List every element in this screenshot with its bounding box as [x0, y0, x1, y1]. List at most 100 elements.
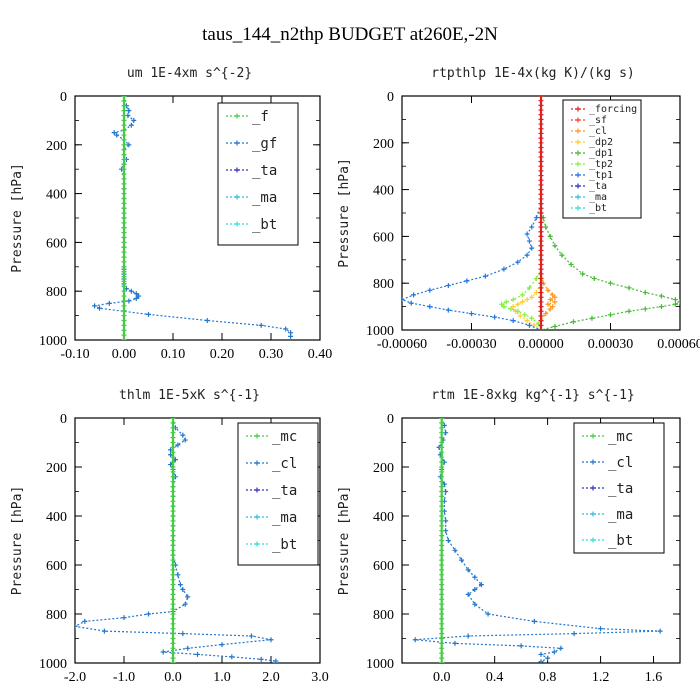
data-point [106, 300, 112, 306]
data-point [547, 306, 553, 312]
data-point [538, 322, 544, 328]
data-point [445, 283, 451, 289]
data-point [180, 432, 186, 438]
data-point [538, 261, 544, 267]
series-forcing [538, 96, 544, 330]
data-point [128, 288, 134, 294]
data-point [439, 508, 445, 514]
x-tick-label: -0.00030 [446, 337, 496, 352]
data-point [121, 220, 127, 226]
data-point [522, 312, 528, 318]
data-point [439, 636, 445, 641]
legend-marker [254, 514, 260, 520]
data-point [439, 547, 445, 553]
data-point [439, 498, 445, 504]
data-point [126, 108, 132, 114]
data-point [170, 577, 176, 583]
data-point [170, 552, 176, 558]
data-point [591, 276, 597, 282]
data-point [538, 107, 544, 113]
y-tick-label: 600 [46, 236, 67, 251]
panel-4: rtm 1E-8xkg kg^{-1} s^{-1} Pressure [hPa]… [337, 388, 681, 685]
data-point [439, 469, 445, 475]
panel-2: rtpthlp 1E-4x(kg K)/(kg s) Pressure [hPa]… [337, 66, 700, 352]
data-point [170, 435, 176, 441]
legend-marker [575, 183, 581, 189]
data-point [273, 660, 279, 663]
data-point [170, 640, 176, 646]
data-point [538, 163, 544, 169]
legend-marker [575, 172, 581, 178]
data-point [538, 290, 544, 296]
y-tick-label: 600 [46, 559, 67, 574]
data-point [439, 611, 445, 617]
data-point [552, 243, 558, 249]
data-point [182, 601, 188, 607]
data-point [538, 659, 544, 663]
data-point [439, 601, 445, 607]
data-point [170, 596, 176, 602]
y-tick-label: 200 [373, 137, 394, 152]
data-point [538, 252, 544, 258]
legend-label: _bt [272, 537, 297, 553]
data-point [439, 660, 445, 663]
legend-marker [234, 113, 240, 119]
data-point [121, 288, 127, 294]
data-point [439, 440, 445, 445]
data-point [538, 144, 544, 150]
legend: _mc _cl _ta _ma _bt [237, 422, 319, 566]
series-line [92, 96, 292, 337]
data-point [538, 266, 544, 272]
data-point [538, 98, 544, 104]
data-point [529, 315, 535, 321]
data-point [439, 572, 445, 578]
data-point [538, 313, 544, 319]
data-point [185, 594, 191, 600]
data-point [550, 292, 556, 298]
data-point [439, 449, 445, 455]
data-point [136, 293, 142, 299]
y-tick-label: 200 [46, 461, 67, 476]
data-point [439, 650, 445, 656]
data-point [550, 304, 556, 310]
data-point [510, 318, 516, 324]
data-point [469, 311, 474, 317]
data-point [121, 210, 127, 216]
data-point [439, 552, 445, 558]
y-tick-label: 0 [60, 412, 67, 427]
data-point [552, 294, 558, 300]
data-point [170, 645, 176, 651]
data-point [121, 259, 127, 265]
data-point [170, 418, 176, 421]
y-tick-label: 1000 [366, 657, 394, 672]
data-point [518, 643, 524, 649]
data-point [538, 210, 544, 216]
data-point [568, 261, 574, 267]
data-point [658, 304, 664, 310]
y-tick-label: 400 [46, 510, 67, 525]
data-point [672, 297, 678, 303]
data-point [439, 640, 445, 646]
data-point [492, 314, 498, 320]
data-point [543, 311, 549, 317]
data-point [170, 567, 176, 573]
data-point [445, 538, 451, 543]
data-point [657, 628, 663, 634]
data-point [146, 311, 151, 317]
data-point [439, 503, 445, 509]
data-point [677, 299, 680, 305]
data-point [111, 130, 117, 136]
data-point [538, 130, 544, 136]
x-tick-label: 0.40 [308, 347, 333, 362]
data-point [526, 322, 532, 328]
data-point [258, 322, 264, 328]
data-point [121, 132, 127, 138]
data-point [439, 587, 445, 592]
data-point [92, 303, 98, 309]
data-point [170, 498, 176, 504]
data-point [439, 444, 445, 450]
data-point [402, 297, 405, 303]
data-point [121, 191, 127, 197]
legend-marker [254, 541, 260, 547]
